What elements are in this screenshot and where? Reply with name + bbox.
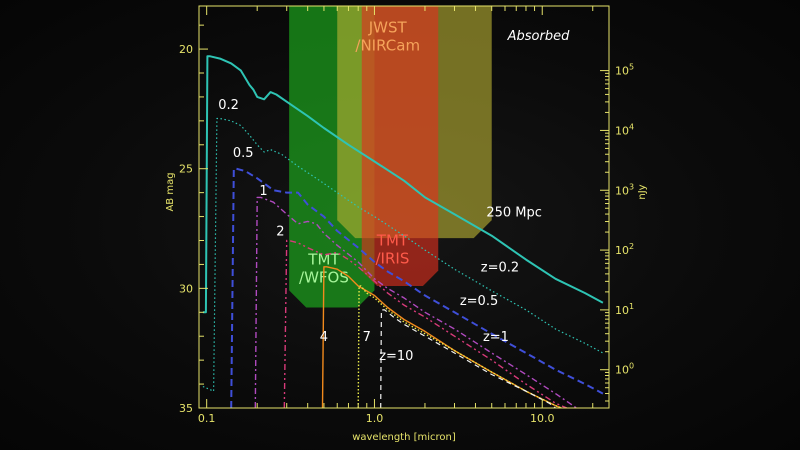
x-tick-label: 0.1 <box>198 412 216 425</box>
series-line-7 <box>357 285 562 408</box>
y-tick-label: 25 <box>179 163 193 176</box>
curve-label-z-10: z=10 <box>379 349 413 364</box>
x-tick-label: 1.0 <box>366 412 384 425</box>
curve-label-z-0-2: z=0.2 <box>481 261 519 276</box>
curve-layer <box>202 55 604 408</box>
y2-tick-exponent: 2 <box>629 242 634 251</box>
y-tick-label: 35 <box>179 402 193 415</box>
chart-title: Absorbed <box>507 29 570 44</box>
y2-tick-base: 10 <box>615 244 629 257</box>
curve-label-1: 1 <box>259 184 267 199</box>
plot-frame <box>198 5 610 409</box>
band-label-line: /NIRCam <box>355 36 420 54</box>
band-layer <box>289 6 492 308</box>
y-axis-label: AB mag <box>165 172 176 211</box>
curve-label-0-2: 0.2 <box>218 98 239 113</box>
curve-label-4: 4 <box>320 330 328 345</box>
y2-tick-base: 10 <box>615 184 629 197</box>
curve-label-2: 2 <box>276 225 284 240</box>
y2-tick-base: 10 <box>615 65 629 78</box>
y2-tick-base: 10 <box>615 304 629 317</box>
y2-tick-base: 10 <box>615 124 629 137</box>
x-tick-label: 10.0 <box>530 412 555 425</box>
y2-tick-label: 104 <box>615 122 634 137</box>
series-line-0-2 <box>202 117 604 392</box>
band-label-line: JWST <box>368 18 408 36</box>
series-line-0-5 <box>230 167 604 408</box>
series-line-10 <box>380 309 556 408</box>
y-tick-label: 30 <box>179 282 193 295</box>
band-label-jwst-nircam: JWST/NIRCam <box>355 18 420 54</box>
series-line-1 <box>254 196 577 408</box>
y2-tick-label: 105 <box>615 63 634 78</box>
band-label-line: TMT <box>376 231 409 249</box>
curve-label-z-1: z=1 <box>483 330 509 345</box>
y2-tick-exponent: 4 <box>629 122 634 131</box>
curve-label-0-5: 0.5 <box>233 146 254 161</box>
y2-tick-label: 100 <box>615 362 634 377</box>
series-line-4 <box>321 266 562 408</box>
annotation-layer: 0.2 0.5 1 2 4 7 z=10 250 Mpc z=0.2 z=0.5 z=1 <box>218 98 542 364</box>
series-line-2 <box>283 239 568 408</box>
y2-tick-base: 10 <box>615 364 629 377</box>
band-tmt-iris <box>361 6 439 286</box>
y2-tick-exponent: 3 <box>629 182 634 191</box>
series-line-250-mpc <box>202 55 604 314</box>
y2-tick-label: 101 <box>615 302 634 317</box>
y2-tick-exponent: 1 <box>629 302 634 311</box>
y2-tick-label: 103 <box>615 182 634 197</box>
y2-tick-exponent: 0 <box>629 362 634 371</box>
x-axis-label: wavelength [micron] <box>352 432 456 443</box>
band-label-line: /IRIS <box>376 249 410 267</box>
y2-tick-exponent: 5 <box>629 63 634 72</box>
band-label-line: TMT <box>307 250 340 268</box>
y2-tick-label: 102 <box>615 242 634 257</box>
y-tick-label: 20 <box>179 43 193 56</box>
curve-label-z-0-5: z=0.5 <box>460 294 498 309</box>
right-axis-label: nJy <box>637 184 648 199</box>
curve-label-7: 7 <box>363 330 371 345</box>
band-label-tmt-iris: TMT/IRIS <box>376 231 410 267</box>
curve-label-250-mpc: 250 Mpc <box>486 206 542 221</box>
